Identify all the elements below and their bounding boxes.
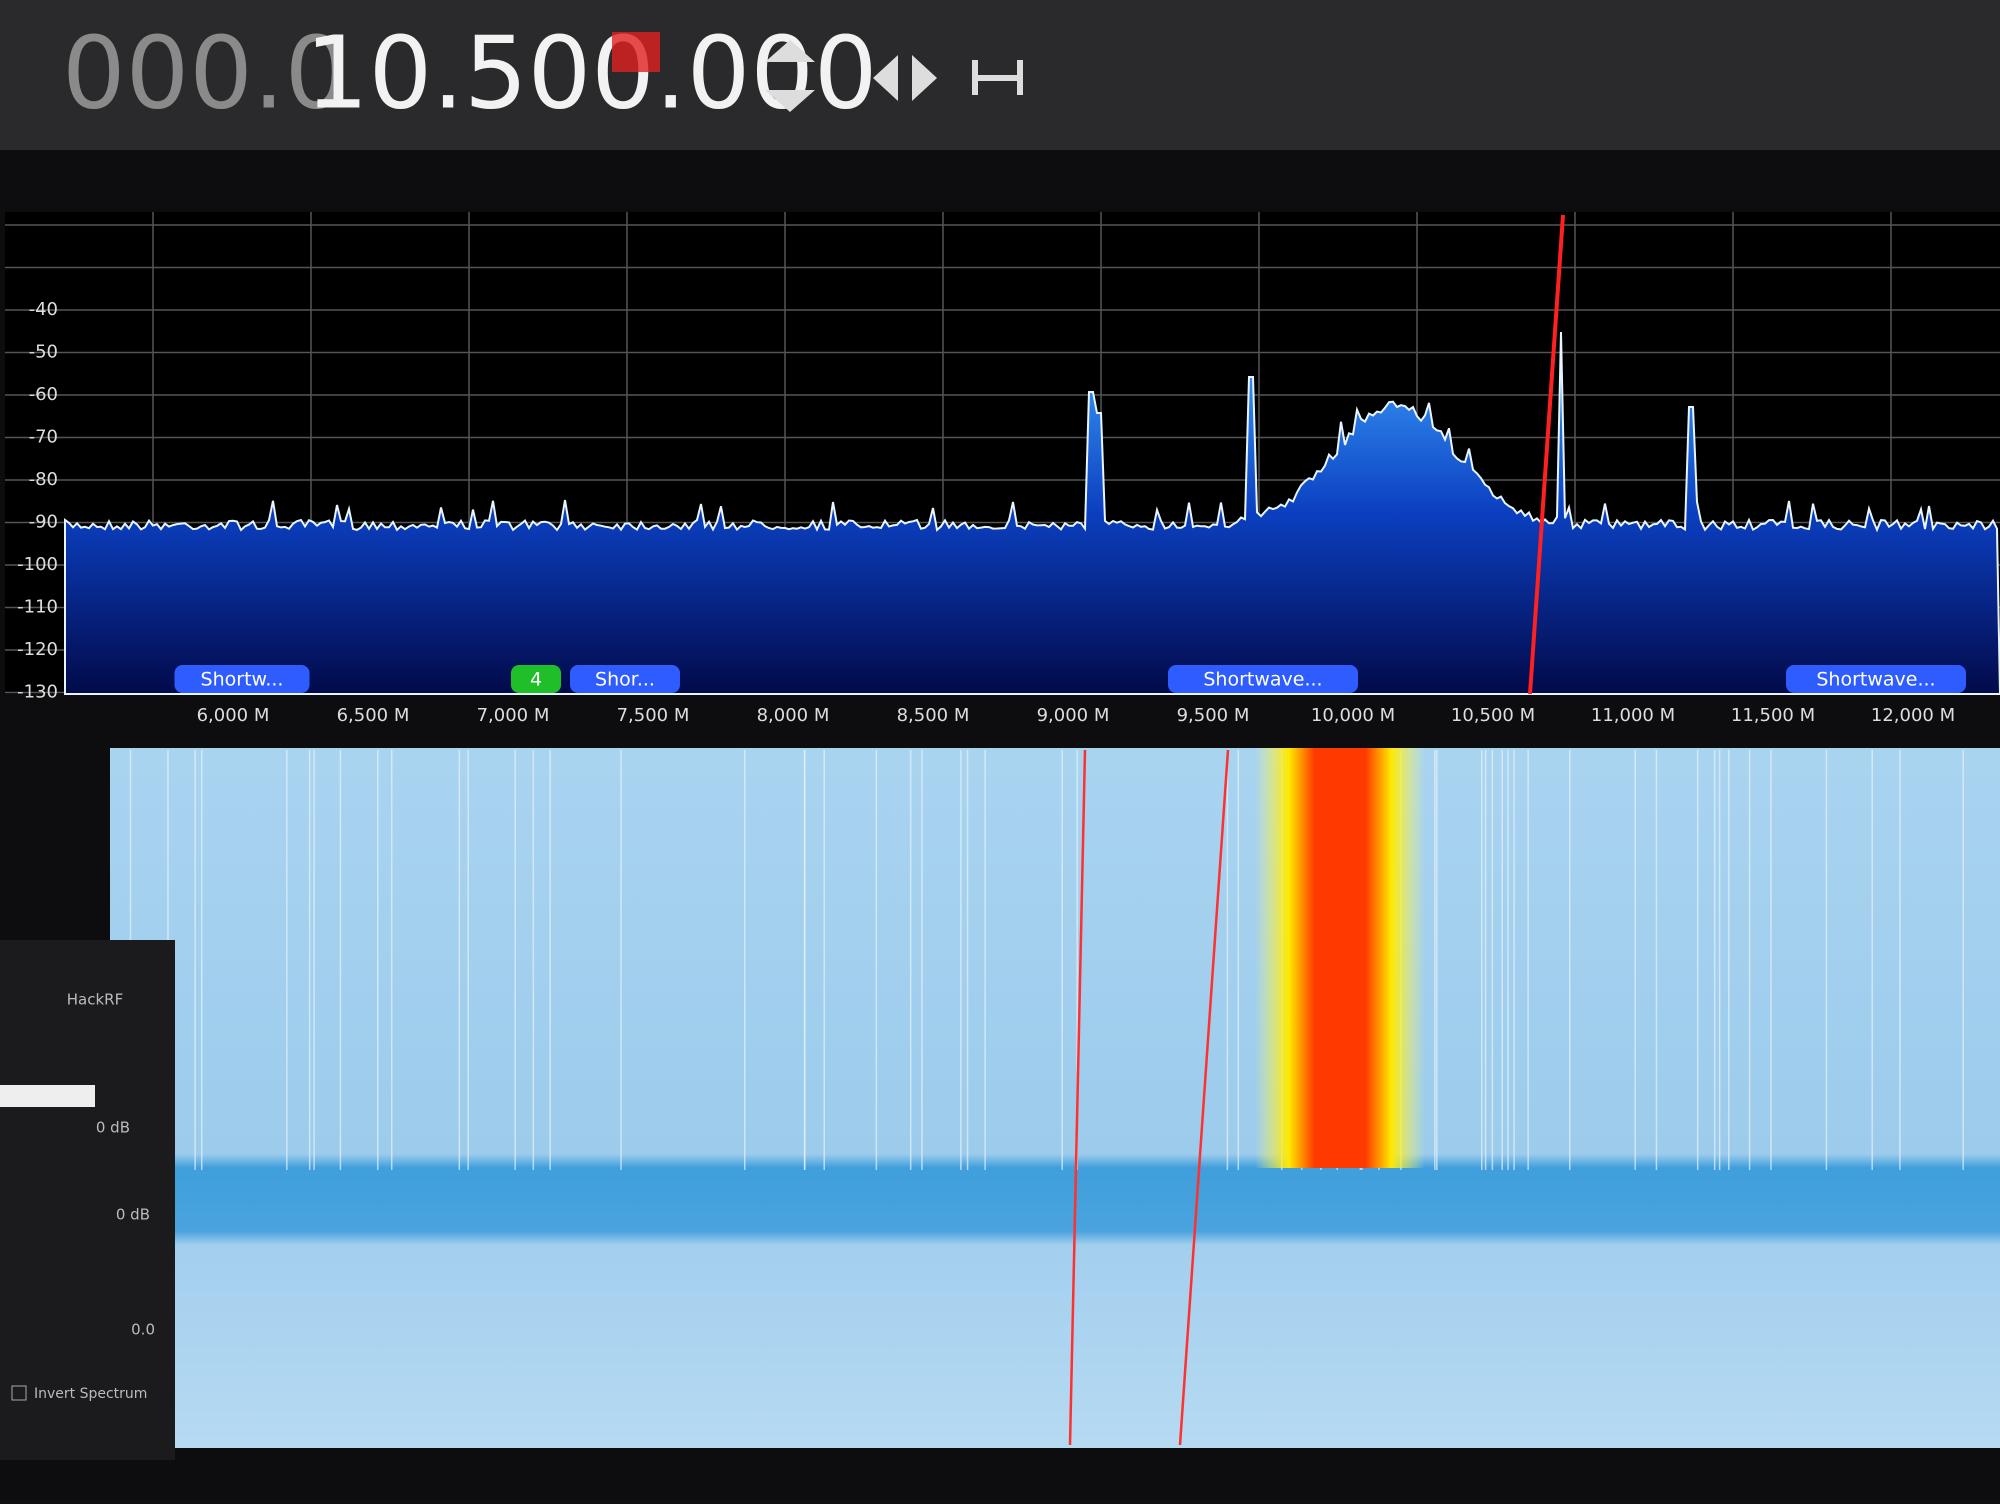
band-tag-label: Shortwave... xyxy=(1816,669,1935,691)
band-tag-label: Shortw... xyxy=(201,669,284,691)
device-label: HackRF xyxy=(67,991,123,1009)
y-tick-label: -60 xyxy=(29,384,58,405)
band-tag-label: Shortwave... xyxy=(1203,669,1322,691)
frequency-dim: 000.0 xyxy=(62,14,348,131)
vfo-marker xyxy=(1528,214,1565,695)
x-tick-label: 10,000 M xyxy=(1311,705,1395,726)
checkbox[interactable] xyxy=(11,1385,27,1401)
x-tick-label: 8,000 M xyxy=(757,705,830,726)
waterfall-line xyxy=(1068,749,1087,1446)
gain-label: 0 dB xyxy=(96,1119,130,1137)
y-tick-label: -50 xyxy=(29,342,58,363)
x-tick-label: 7,500 M xyxy=(617,705,690,726)
band-tag[interactable] xyxy=(511,665,561,693)
digit-cursor xyxy=(612,32,660,72)
x-tick-label: 6,000 M xyxy=(197,705,270,726)
side-panel xyxy=(0,940,175,1460)
spectrum: -40 -50 -60 -70 -80 -90 -100 -110 -120 -130 6,000 … xyxy=(5,212,2000,726)
x-tick-label: 9,500 M xyxy=(1177,705,1250,726)
band-tag[interactable] xyxy=(1786,665,1966,693)
y-tick-label: -40 xyxy=(29,299,58,320)
x-tick-label: 8,500 M xyxy=(897,705,970,726)
x-tick-label: 10,500 M xyxy=(1451,705,1535,726)
waterfall-signal xyxy=(1255,748,1425,1168)
checkbox-label: Invert Spectrum xyxy=(34,1386,147,1402)
y-tick-label: -130 xyxy=(17,682,58,703)
y-tick-label: -70 xyxy=(29,427,58,448)
x-tick-label: 7,000 M xyxy=(477,705,550,726)
x-tick-label: 11,000 M xyxy=(1591,705,1675,726)
y-tick-label: -120 xyxy=(17,639,58,660)
band-tag[interactable] xyxy=(1168,665,1358,693)
step-button[interactable] xyxy=(765,40,815,112)
x-tick-label: 9,000 M xyxy=(1037,705,1110,726)
waterfall xyxy=(110,748,2000,1448)
snap-button[interactable] xyxy=(873,55,937,101)
frequency-main[interactable]: 10.500.000 xyxy=(305,14,878,131)
waterfall-line xyxy=(1178,749,1230,1446)
y-tick-label: -100 xyxy=(17,554,58,575)
y-tick-label: -90 xyxy=(29,512,58,533)
band-tag[interactable] xyxy=(174,665,310,693)
band-tag[interactable] xyxy=(570,665,680,693)
spectrum-fill xyxy=(64,331,2000,695)
x-tick-label: 11,500 M xyxy=(1731,705,1815,726)
band-tag-label: 4 xyxy=(530,669,542,691)
x-tick-label: 12,000 M xyxy=(1871,705,1955,726)
x-tick-label: 6,500 M xyxy=(337,705,410,726)
y-tick-label: -110 xyxy=(17,597,58,618)
slider[interactable] xyxy=(0,1085,95,1107)
y-tick-label: -80 xyxy=(29,469,58,490)
band-tag-label: Shor... xyxy=(595,669,655,691)
value-input[interactable]: 0.0 xyxy=(131,1321,155,1339)
center-button[interactable] xyxy=(972,60,1023,95)
gain-label: 0 dB xyxy=(116,1206,150,1224)
